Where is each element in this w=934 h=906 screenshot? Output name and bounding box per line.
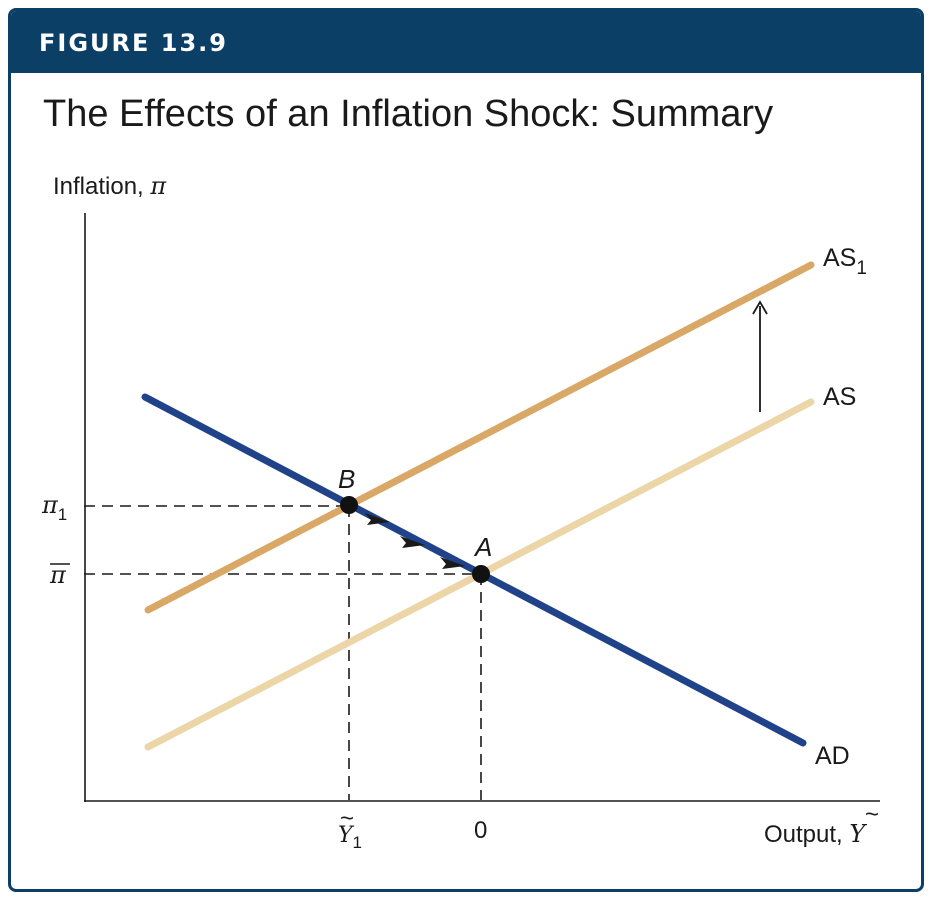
figure-number: FIGURE 13.9 [39, 29, 228, 57]
x-tick-zero: 0 [474, 817, 487, 844]
chevron-arrowhead-icon [400, 536, 425, 548]
chevron-arrowhead-icon [365, 513, 390, 525]
figure-frame: FIGURE 13.9 The Effects of an Inflation … [8, 8, 924, 892]
svg-text:Output, Y: Output, Y [764, 820, 867, 848]
x-tick-y1: ~ Y1 [338, 805, 362, 852]
up-arrow-icon [752, 300, 768, 412]
chevron-arrowhead-icon [440, 557, 465, 569]
point-a-label: A [473, 532, 492, 562]
point-b [340, 496, 358, 514]
figure-title: The Effects of an Inflation Shock: Summa… [43, 93, 774, 135]
x-axis-label: Output, Y ~ [764, 801, 879, 848]
figure-banner: FIGURE 13.9 [11, 11, 921, 73]
y-tick-pibar: π [49, 561, 70, 589]
point-a [472, 565, 490, 583]
as-label: AS [823, 383, 856, 411]
y-tick-pi1: π1 [41, 491, 67, 524]
as1-label: AS1 [823, 244, 867, 279]
point-b-label: B [338, 464, 355, 494]
ad-label: AD [815, 742, 850, 770]
y-axis-label: Inflation, π [53, 172, 167, 200]
svg-text:~: ~ [340, 805, 354, 832]
svg-text:Y1: Y1 [338, 823, 362, 852]
as1-curve [144, 261, 815, 614]
x-axis-tilde: ~ [865, 801, 879, 828]
svg-text:π: π [49, 561, 67, 589]
